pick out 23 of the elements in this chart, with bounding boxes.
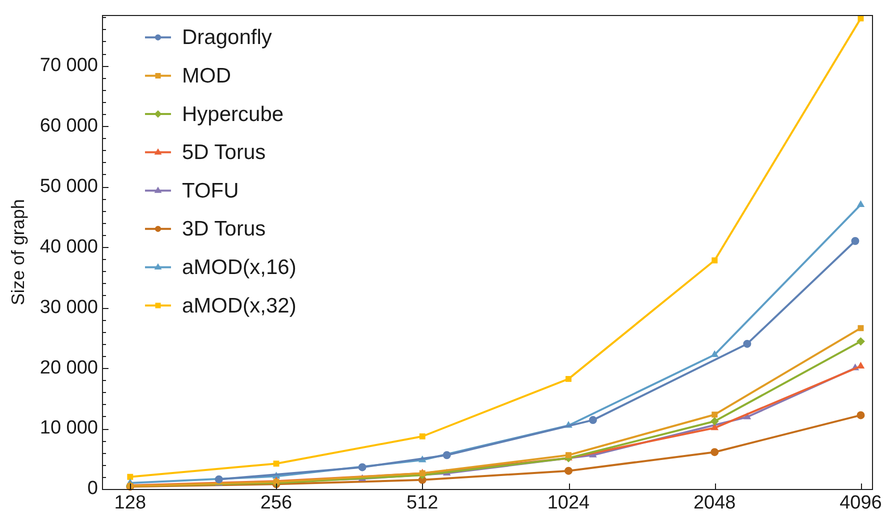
x-tick-label: 4096 [840, 492, 882, 514]
legend-label: Dragonfly [182, 26, 272, 50]
legend-label: aMOD(x,16) [182, 256, 296, 279]
legend-label: 3D Torus [182, 218, 266, 241]
y-tick-label: 0 [87, 478, 98, 500]
y-tick-label: 70 000 [40, 54, 98, 76]
x-tick-label: 256 [260, 492, 292, 514]
x-tick-label: 2048 [693, 492, 736, 514]
x-tick-label: 512 [406, 492, 438, 514]
y-tick-label: 10 000 [40, 418, 98, 439]
y-axis-title: Size of graph [8, 199, 28, 306]
y-tick-label: 20 000 [40, 357, 98, 378]
legend-label: TOFU [182, 179, 239, 202]
legend-label: MOD [182, 64, 231, 88]
y-tick-label: 30 000 [40, 296, 98, 318]
y-tick-label: 60 000 [40, 115, 98, 136]
y-tick-label: 50 000 [40, 176, 98, 197]
legend-label: 5D Torus [182, 141, 266, 164]
x-tick-label: 128 [114, 492, 146, 514]
y-tick-label: 40 000 [40, 236, 98, 258]
legend-label: aMOD(x,32) [182, 294, 296, 318]
x-tick-label: 1024 [547, 492, 590, 514]
legend-label: Hypercube [182, 102, 284, 126]
